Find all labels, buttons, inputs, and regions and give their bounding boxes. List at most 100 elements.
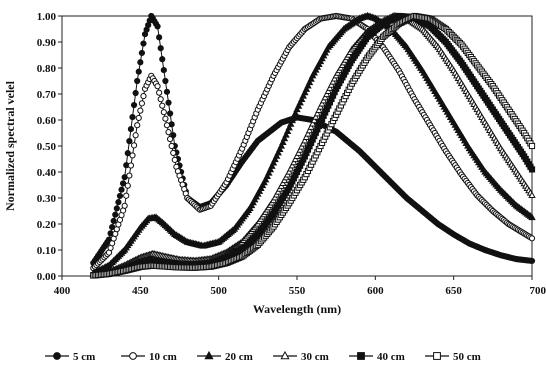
- legend-label: 40 cm: [377, 351, 405, 363]
- legend-item: 50 cm: [425, 351, 481, 363]
- data-point: [162, 77, 169, 85]
- legend-label: 20 cm: [225, 351, 253, 363]
- data-point: [167, 110, 174, 117]
- data-point: [167, 135, 174, 143]
- legend-marker: [433, 352, 441, 360]
- data-point: [118, 186, 125, 193]
- legend-label: 10 cm: [149, 351, 177, 363]
- data-point: [159, 56, 166, 63]
- data-point: [138, 100, 145, 107]
- data-point: [324, 87, 333, 94]
- data-point: [279, 138, 287, 145]
- data-point: [310, 116, 318, 124]
- data-point: [330, 74, 339, 82]
- data-point: [307, 75, 315, 82]
- data-point: [291, 155, 300, 163]
- data-point: [159, 102, 166, 109]
- data-point: [290, 112, 298, 120]
- data-point: [304, 81, 312, 89]
- data-point: [170, 132, 177, 139]
- data-point: [140, 40, 147, 47]
- x-axis-title: Wavelength (nm): [253, 302, 341, 316]
- legend-label: 50 cm: [453, 351, 481, 363]
- data-point: [130, 101, 138, 109]
- y-axis-title: Normalized spectral velel: [3, 80, 17, 211]
- data-point: [276, 145, 284, 152]
- data-point: [293, 105, 301, 113]
- series-10-cm: [90, 12, 536, 272]
- data-point: [528, 166, 536, 173]
- data-point: [318, 99, 326, 107]
- data-point: [137, 59, 144, 66]
- legend-item: 5 cm: [45, 351, 95, 363]
- data-point: [528, 257, 536, 265]
- x-tick-label: 600: [367, 285, 384, 297]
- series-50-cm: [90, 12, 536, 279]
- y-tick-label: 0.80: [37, 63, 57, 75]
- y-tick-label: 0.60: [37, 115, 57, 127]
- data-point: [315, 106, 323, 113]
- x-tick-label: 650: [445, 285, 462, 297]
- data-point: [265, 168, 273, 176]
- data-point: [302, 85, 311, 92]
- legend-marker: [280, 350, 290, 360]
- data-point: [160, 109, 167, 116]
- y-tick-label: 0.70: [37, 89, 57, 101]
- data-point: [129, 113, 136, 121]
- data-point: [121, 202, 128, 209]
- data-point: [124, 182, 131, 189]
- data-point: [156, 34, 163, 41]
- data-point: [327, 81, 336, 88]
- x-tick-label: 550: [289, 285, 306, 297]
- data-point: [132, 89, 139, 97]
- data-point: [271, 155, 279, 163]
- legend-marker: [204, 350, 214, 360]
- data-point: [162, 115, 169, 122]
- data-point: [277, 141, 286, 149]
- data-point: [138, 49, 145, 57]
- data-point: [528, 191, 536, 198]
- data-point: [301, 88, 309, 96]
- data-point: [299, 139, 307, 147]
- data-point: [154, 23, 161, 30]
- data-point: [163, 88, 171, 95]
- data-point: [288, 116, 297, 124]
- data-point: [269, 158, 278, 166]
- data-point: [285, 167, 293, 175]
- data-point: [127, 126, 135, 133]
- x-tick-label: 400: [54, 285, 71, 297]
- data-point: [126, 138, 133, 145]
- data-point: [163, 122, 171, 129]
- data-point: [115, 199, 122, 206]
- data-point: [140, 92, 147, 100]
- data-point: [308, 119, 317, 127]
- legend-item: 20 cm: [197, 350, 253, 363]
- data-point: [305, 126, 314, 134]
- data-point: [272, 151, 281, 159]
- legend-marker: [53, 352, 61, 360]
- data-point: [296, 98, 304, 106]
- data-point: [296, 146, 304, 153]
- data-point: [287, 164, 295, 172]
- data-point: [132, 132, 139, 139]
- data-point: [157, 45, 164, 52]
- data-point: [263, 172, 271, 179]
- data-point: [112, 211, 119, 218]
- data-point: [154, 83, 161, 90]
- data-point: [290, 158, 298, 166]
- legend-item: 40 cm: [349, 351, 405, 363]
- data-point: [280, 134, 289, 142]
- y-tick-label: 0.40: [37, 167, 57, 179]
- legend-label: 30 cm: [301, 351, 329, 363]
- data-point: [326, 84, 334, 91]
- data-point: [316, 102, 325, 110]
- data-point: [312, 112, 320, 120]
- data-point: [287, 120, 295, 127]
- data-point: [297, 142, 306, 150]
- x-tick-label: 700: [530, 285, 546, 297]
- x-tick-label: 450: [132, 285, 149, 297]
- data-point: [528, 235, 536, 242]
- data-point: [274, 148, 282, 156]
